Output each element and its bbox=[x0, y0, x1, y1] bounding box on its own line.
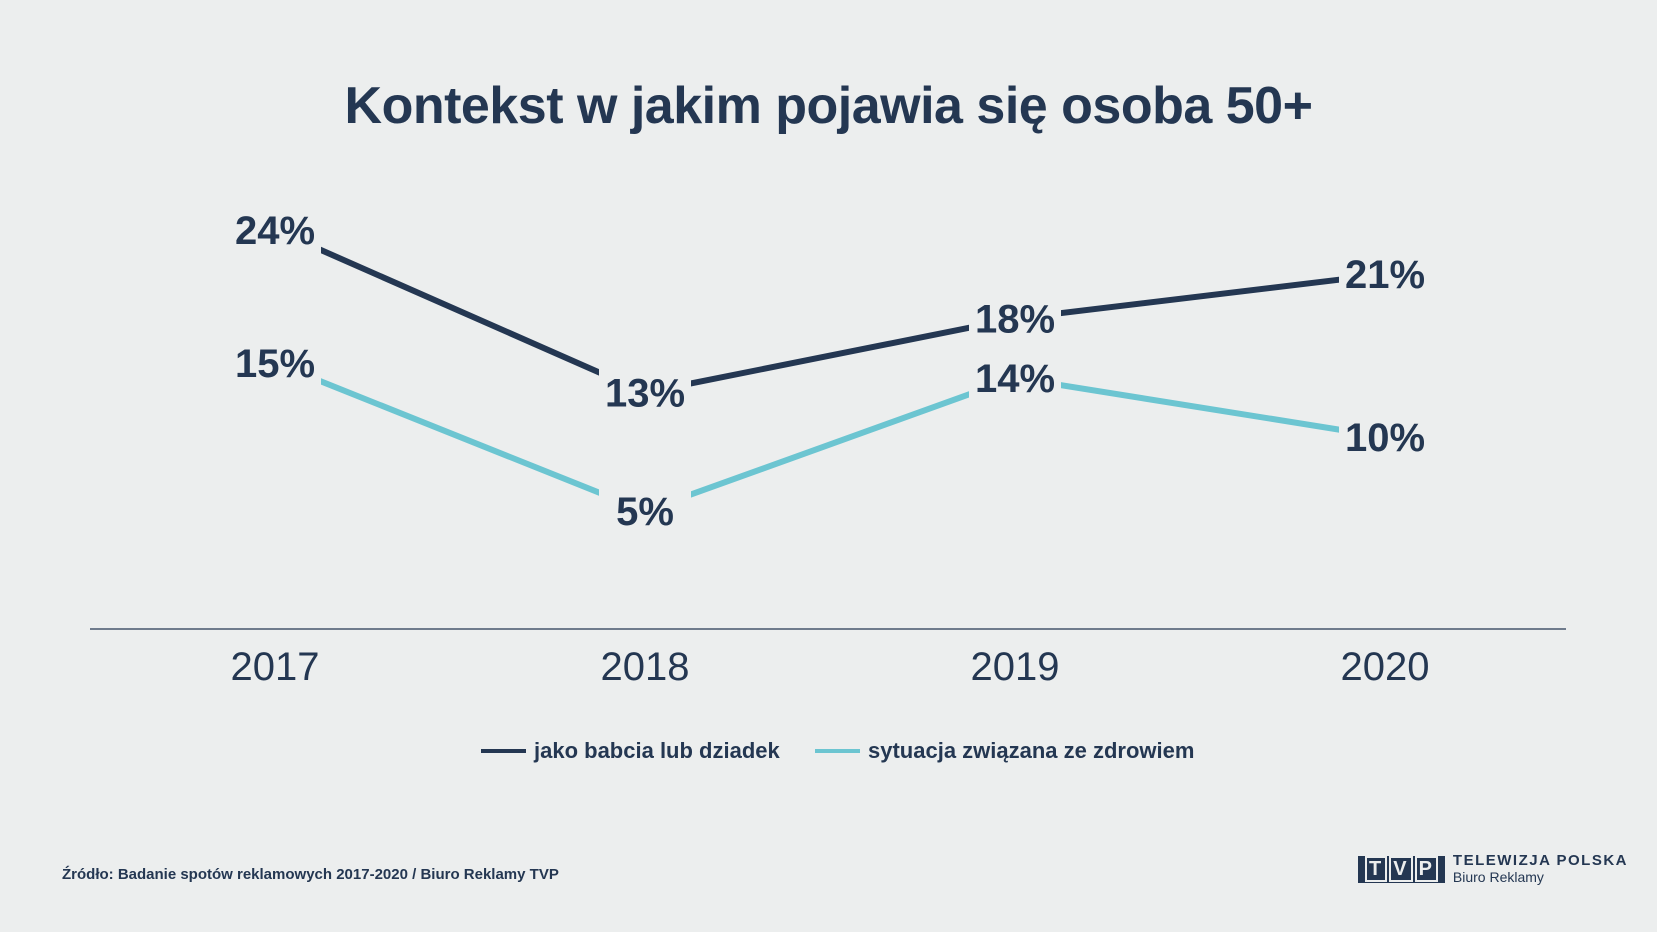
data-label: 5% bbox=[616, 490, 674, 534]
series-line-1 bbox=[273, 360, 1386, 515]
legend-item-grandparent: jako babcia lub dziadek bbox=[481, 738, 780, 764]
data-label: 18% bbox=[975, 298, 1055, 342]
x-tick-label: 2019 bbox=[971, 645, 1060, 689]
legend-label: jako babcia lub dziadek bbox=[534, 738, 780, 763]
x-tick-label: 2020 bbox=[1341, 645, 1430, 689]
legend-swatch bbox=[815, 749, 860, 753]
x-tick-label: 2017 bbox=[231, 645, 320, 689]
data-label: 14% bbox=[975, 357, 1055, 401]
data-label-bg bbox=[969, 294, 1061, 343]
data-label-bg bbox=[599, 487, 691, 535]
data-label: 13% bbox=[605, 372, 685, 416]
legend-label: sytuacja związana ze zdrowiem bbox=[868, 738, 1195, 763]
x-tick-label: 2018 bbox=[601, 645, 690, 689]
data-label-bg bbox=[969, 353, 1061, 402]
data-label: 15% bbox=[235, 342, 315, 386]
series-line-0 bbox=[273, 227, 1386, 396]
data-label: 24% bbox=[235, 209, 315, 253]
data-label-bg bbox=[1339, 250, 1431, 299]
chart-title: Kontekst w jakim pojawia się osoba 50+ bbox=[344, 77, 1313, 135]
data-label-bg bbox=[229, 339, 321, 387]
legend-swatch bbox=[481, 749, 526, 753]
source-note: Źródło: Badanie spotów reklamowych 2017-… bbox=[62, 866, 559, 883]
legend-item-health: sytuacja związana ze zdrowiem bbox=[815, 738, 1194, 764]
data-label: 10% bbox=[1345, 416, 1425, 460]
line-chart: 2017 2018 2019 2020 24% 13% 18% 21% 15% 5% 14% 10% bbox=[90, 205, 1566, 689]
data-label: 21% bbox=[1345, 253, 1425, 297]
logo-line2: Biuro Reklamy bbox=[1452, 869, 1544, 885]
data-label-bg bbox=[229, 205, 321, 254]
logo-line1: TELEWIZJA POLSKA bbox=[1452, 852, 1629, 869]
data-label-bg bbox=[1339, 413, 1431, 461]
data-label-bg bbox=[599, 368, 691, 417]
